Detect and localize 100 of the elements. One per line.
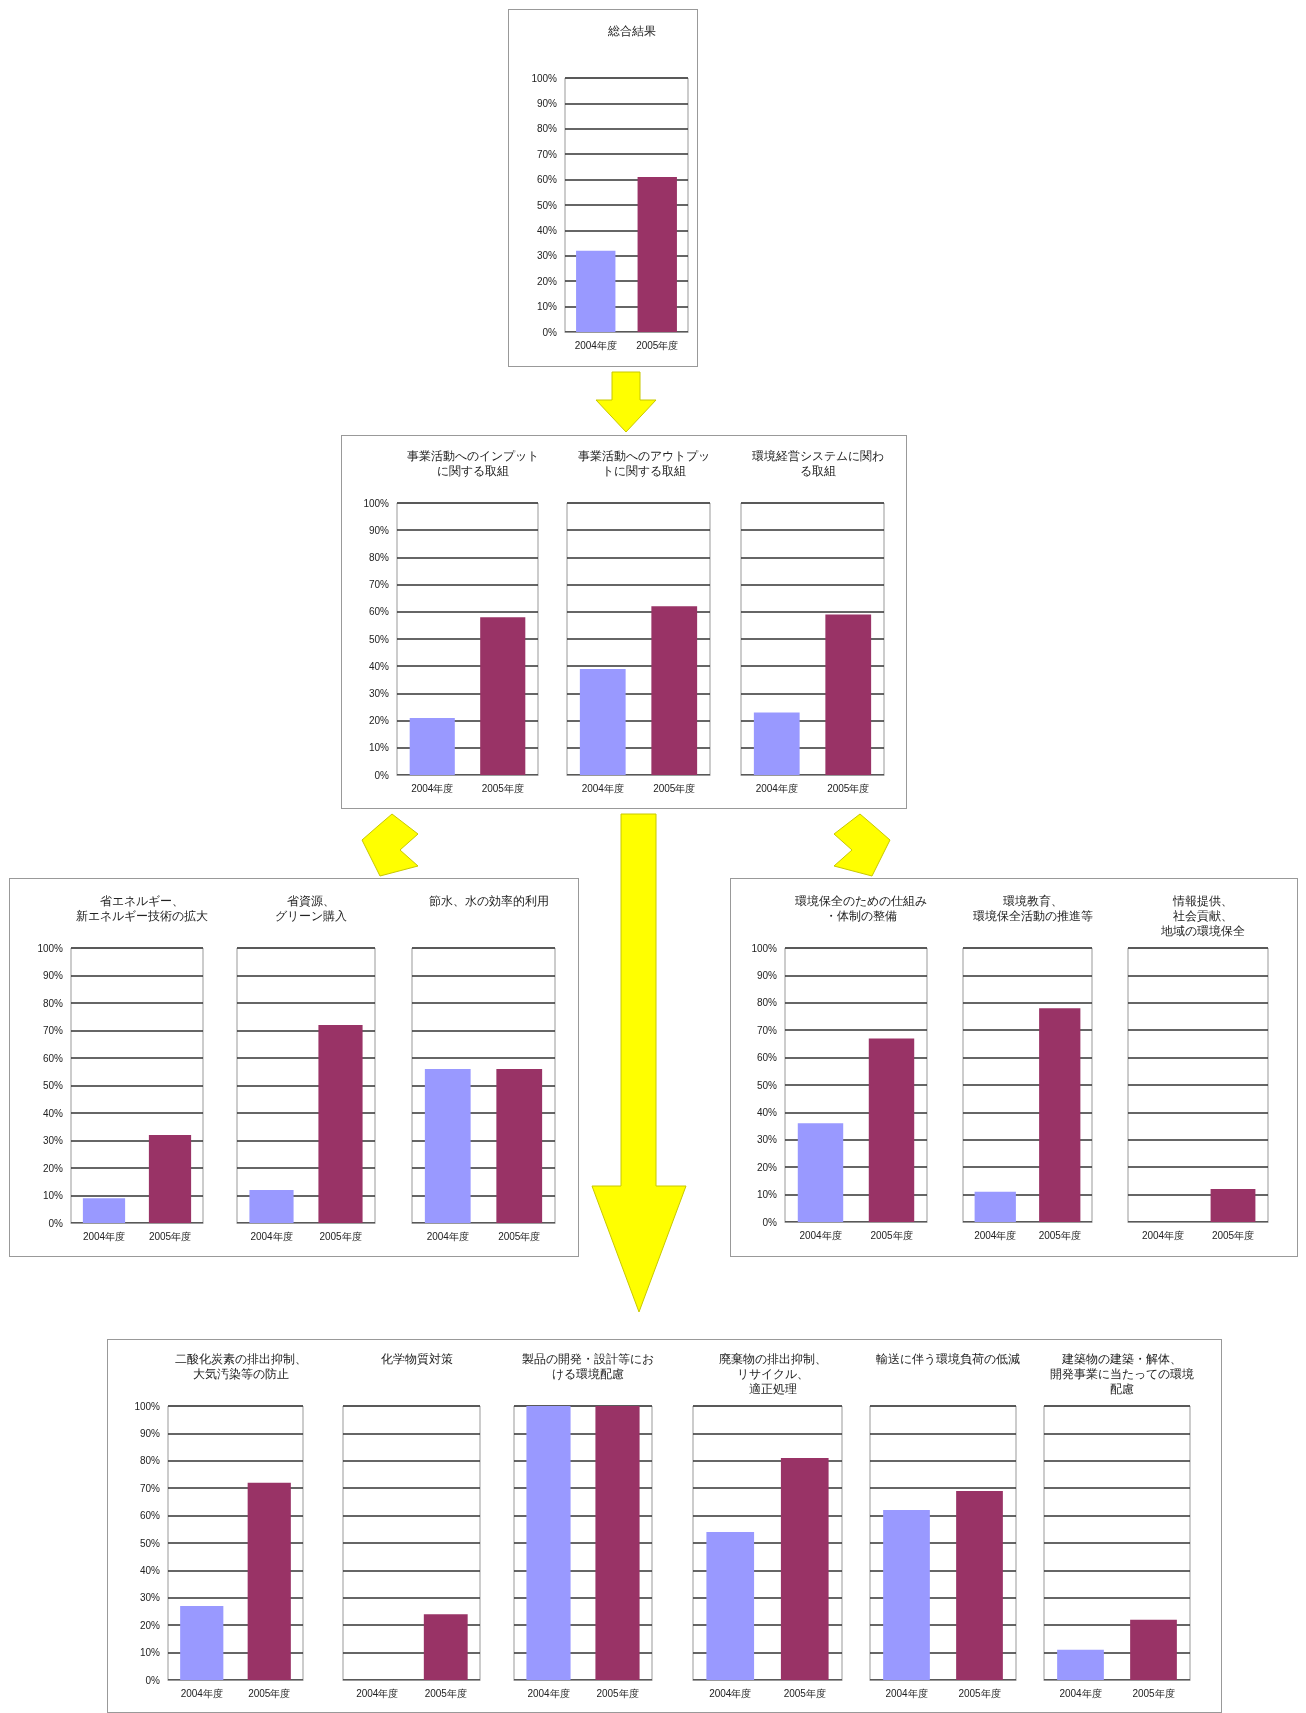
x-tick-label: 2005年度 [319,1230,362,1242]
y-tick-label: 50% [139,1537,161,1549]
x-tick-label: 2004年度 [250,1230,293,1242]
x-tick-label: 2005年度 [870,1229,913,1241]
x-tick-label: 2004年度 [527,1687,570,1699]
x-tick-label: 2004年度 [755,782,798,794]
y-tick-label: 20% [42,1162,64,1174]
y-tick-label: 90% [368,524,390,536]
y-tick-label: 80% [368,551,390,563]
y-tick-label: 100% [134,1400,161,1412]
x-tick-label: 2004年度 [411,782,454,794]
y-tick-label: 70% [756,1024,778,1036]
y-tick-label: 0% [48,1217,64,1229]
x-tick-label: 2004年度 [426,1230,469,1242]
chart-title: 廃棄物の排出抑制、リサイクル、適正処理 [718,1351,827,1396]
y-tick-label: 90% [536,97,558,109]
chart-title: 省資源、グリーン購入 [275,893,347,923]
y-tick-label: 20% [756,1161,778,1173]
chart-title: 総合結果 [606,23,656,38]
y-tick-label: 100% [37,942,64,954]
chart-title: 建築物の建築・解体、開発事業に当たっての環境配慮 [1050,1351,1194,1396]
chart-title: 省エネルギー、新エネルギー技術の拡大 [76,893,208,923]
y-tick-label: 80% [536,123,558,135]
y-tick-label: 100% [531,72,558,84]
y-tick-label: 90% [42,970,64,981]
y-tick-label: 90% [139,1427,161,1439]
y-tick-label: 20% [536,275,558,287]
y-tick-label: 80% [139,1455,161,1467]
y-tick-label: 60% [368,606,390,618]
y-tick-label: 70% [139,1482,161,1494]
x-tick-label: 2005年度 [148,1230,192,1242]
chart-title: 環境保全のための仕組み・体制の整備 [795,893,927,923]
y-tick-label: 0% [542,326,558,338]
y-tick-label: 30% [536,250,558,262]
y-tick-label: 40% [756,1106,778,1118]
chart-title: 製品の開発・設計等における環境配慮 [522,1351,654,1381]
y-tick-label: 70% [42,1025,64,1036]
y-tick-label: 80% [42,997,64,1009]
y-tick-label: 40% [368,660,390,672]
y-tick-label: 50% [42,1080,64,1091]
chart-title: 節水、水の効率的利用 [428,893,549,908]
x-tick-label: 2004年度 [574,339,617,351]
y-tick-label: 40% [139,1564,161,1576]
y-tick-label: 30% [139,1592,161,1604]
y-tick-label: 100% [363,497,390,509]
y-tick-label: 10% [756,1189,778,1201]
x-tick-label: 2005年度 [827,782,870,794]
x-tick-label: 2005年度 [498,1230,541,1242]
x-tick-label: 2005年度 [481,782,524,794]
x-tick-label: 2004年度 [1141,1229,1185,1241]
x-tick-label: 2005年度 [1038,1229,1081,1241]
y-tick-label: 30% [368,687,390,699]
x-tick-label: 2004年度 [581,782,624,794]
chart-title: 二酸化炭素の排出抑制、大気汚染等の防止 [174,1351,307,1381]
x-tick-label: 2004年度 [709,1687,752,1699]
y-tick-label: 50% [368,633,390,645]
y-tick-label: 0% [762,1216,778,1228]
y-tick-label: 10% [368,742,390,754]
x-tick-label: 2004年度 [180,1687,223,1699]
y-tick-label: 50% [756,1079,778,1091]
y-tick-label: 60% [139,1510,161,1522]
y-tick-label: 40% [536,224,558,236]
y-tick-label: 50% [536,199,558,211]
y-tick-label: 20% [139,1619,161,1631]
x-tick-label: 2005年度 [1132,1687,1175,1699]
x-tick-label: 2004年度 [1059,1687,1102,1699]
y-tick-label: 40% [42,1107,64,1119]
y-tick-label: 70% [536,148,558,160]
chart-title: 化学物質対策 [380,1351,453,1366]
y-tick-label: 10% [536,301,558,313]
x-tick-label: 2005年度 [653,782,696,794]
x-tick-label: 2004年度 [799,1229,842,1241]
y-tick-label: 30% [42,1135,64,1146]
chart-title: 環境教育、環境保全活動の推進等 [972,893,1093,923]
y-tick-label: 80% [756,997,778,1009]
chart-title: 環境経営システムに関わる取組 [751,448,884,478]
x-tick-label: 2004年度 [356,1687,399,1699]
y-tick-label: 60% [756,1052,778,1064]
chart-title: 事業活動へのアウトプットに関する取組 [577,448,710,478]
x-tick-label: 2005年度 [424,1687,467,1699]
y-tick-label: 60% [536,174,558,186]
x-tick-label: 2004年度 [82,1230,126,1242]
y-tick-label: 10% [42,1190,64,1201]
y-tick-label: 30% [756,1134,778,1146]
x-tick-label: 2005年度 [958,1687,1001,1699]
y-tick-label: 20% [368,715,390,727]
chart-title: 情報提供、社会貢献、地域の環境保全 [1160,893,1245,938]
x-tick-label: 2005年度 [596,1687,639,1699]
chart-title: 輸送に伴う環境負荷の低減 [876,1351,1020,1366]
x-tick-label: 2004年度 [885,1687,928,1699]
y-tick-label: 0% [145,1674,161,1686]
y-tick-label: 10% [139,1647,161,1659]
y-tick-label: 0% [374,769,390,781]
chart-title: 事業活動へのインプットに関する取組 [406,448,539,478]
x-tick-label: 2004年度 [974,1229,1017,1241]
x-tick-label: 2005年度 [783,1687,826,1699]
y-tick-label: 70% [368,579,390,591]
x-tick-label: 2005年度 [1211,1229,1255,1241]
x-tick-label: 2005年度 [248,1687,291,1699]
y-tick-label: 90% [756,969,778,981]
